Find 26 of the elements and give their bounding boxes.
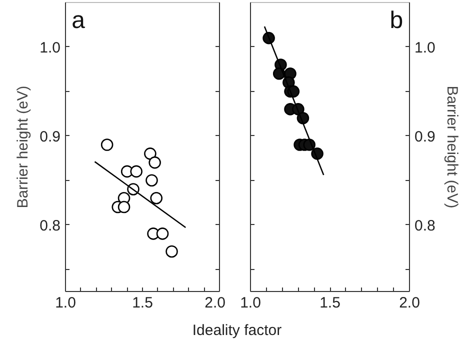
x-tick-label: 2.0 (204, 294, 226, 312)
point (146, 174, 158, 186)
point (148, 156, 161, 169)
y-tick-label: 0.8 (40, 217, 61, 234)
point (100, 138, 114, 151)
point (156, 228, 169, 240)
point (166, 245, 178, 258)
y-tick-label: 1.0 (40, 39, 61, 56)
point (130, 165, 142, 178)
y2-tick-label: 0.8 (414, 217, 436, 234)
y2-axis-title: Barrier height (eV) (443, 86, 460, 208)
y2-tick-label: 1.0 (414, 39, 436, 56)
y2-tick-label: 0.9 (414, 128, 436, 146)
point (118, 200, 130, 214)
y-tick-label: 0.9 (40, 128, 61, 146)
annotation: a (72, 6, 86, 34)
point (150, 192, 163, 204)
annotation: b (390, 6, 404, 34)
x-tick-label: 2.0 (399, 294, 420, 312)
x-tick-label: 1.0 (240, 294, 261, 312)
y-axis-title: Barrier height (eV) (14, 86, 32, 208)
point (144, 148, 156, 160)
x-tick-label: 1.5 (320, 294, 340, 312)
x-tick-label: 1.5 (132, 294, 153, 312)
x-tick-label: 1.0 (55, 294, 76, 312)
x-axis-title: Ideality factor (192, 321, 282, 341)
